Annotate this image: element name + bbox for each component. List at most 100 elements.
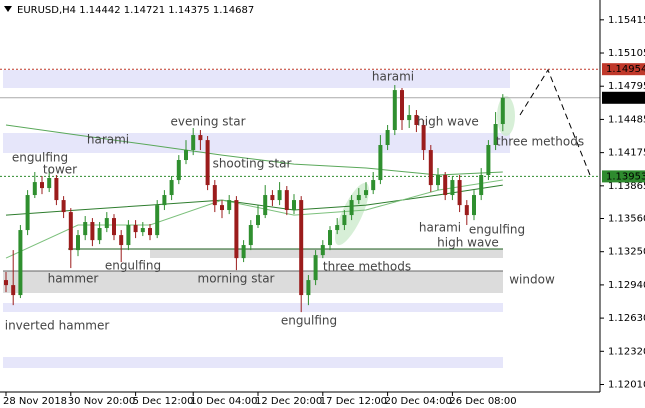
x-tick-label: 12 Dec 20:00 (255, 396, 322, 407)
candle-body (479, 175, 484, 196)
candle-body (32, 182, 37, 196)
pattern-label: evening star (170, 115, 245, 129)
y-tick-label: 1.13865 (608, 181, 645, 192)
price-box-label: 1.14687 (606, 93, 645, 104)
zone (3, 70, 510, 88)
candle-body (184, 150, 188, 161)
pattern-label: engulfing (281, 314, 337, 328)
candle-body (428, 150, 433, 186)
pattern-label: tower (43, 163, 77, 177)
x-tick-label: 30 Nov 20:00 (68, 396, 135, 407)
symbol: EURUSD,H4 (17, 5, 76, 16)
collapse-icon (4, 6, 12, 12)
price-box (602, 63, 645, 76)
candle-body (155, 205, 160, 236)
pattern-label: three methods (323, 260, 411, 274)
pattern-label: hammer (48, 272, 99, 286)
pattern-label: harami (87, 133, 129, 147)
candle-body (47, 178, 52, 189)
pattern-label: inverted hammer (5, 319, 110, 333)
y-tick-label: 1.15415 (608, 15, 645, 26)
candle-body (299, 200, 304, 296)
y-tick-label: 1.15105 (608, 48, 645, 59)
candle-body (263, 195, 268, 216)
candle-body (90, 222, 95, 241)
candle-body (140, 228, 145, 233)
pattern-label: high wave (437, 236, 499, 250)
candle-body (277, 190, 282, 201)
candle-body (169, 180, 174, 196)
x-tick-label: 20 Dec 04:00 (385, 396, 452, 407)
candle-body (349, 200, 354, 216)
candle-body (385, 130, 390, 146)
header-close: 1.14687 (213, 5, 254, 16)
candle-body (486, 145, 491, 176)
y-tick-label: 1.13250 (608, 247, 645, 258)
candle-body (414, 115, 419, 125)
zone (3, 357, 503, 368)
candle-body (198, 135, 203, 141)
pattern-label: high wave (417, 115, 479, 129)
candle-body (112, 218, 116, 236)
candle-body (205, 140, 210, 186)
candle-body (61, 200, 66, 213)
candle-body (436, 175, 440, 186)
highlight (497, 96, 515, 136)
y-tick-label: 1.14795 (608, 81, 645, 92)
zone (150, 249, 503, 258)
price-box-label: 1.14954 (606, 64, 645, 75)
candle-body (220, 205, 224, 211)
candle-body (450, 180, 455, 196)
candle-body (40, 182, 44, 189)
candle-body (18, 230, 23, 296)
y-tick-label: 1.12630 (608, 313, 645, 324)
x-tick-label: 28 Nov 2018 (3, 396, 67, 407)
candle-body (371, 180, 376, 191)
candle-body (119, 235, 124, 246)
candle-body (76, 235, 80, 251)
candle-body (378, 145, 383, 181)
pattern-label: harami (372, 70, 414, 84)
header: EURUSD,H4 1.14442 1.14721 1.14375 1.1468… (17, 5, 254, 16)
candle-body (270, 195, 275, 201)
projection (519, 68, 591, 176)
candle-body (162, 195, 167, 206)
candle-body (4, 280, 8, 286)
pattern-label: engulfing (469, 223, 525, 237)
y-tick-label: 1.12010 (608, 380, 645, 391)
candle-body (306, 280, 311, 296)
candle-body (241, 245, 246, 259)
pattern-label: harami (419, 221, 461, 235)
candle-body (472, 195, 476, 216)
candle-body (342, 215, 347, 226)
pattern-label: window (509, 273, 555, 287)
candle-body (320, 245, 325, 256)
pattern-label: three methods (496, 135, 584, 149)
candle-body (212, 185, 217, 206)
zone (3, 133, 510, 153)
y-tick-label: 1.13560 (608, 213, 645, 224)
candle-body (443, 175, 448, 196)
candle-body (83, 222, 88, 236)
candle-body (104, 218, 109, 229)
candle-body (493, 124, 498, 146)
candle-body (176, 160, 181, 181)
candle-body (356, 195, 361, 201)
pattern-label: shooting star (213, 157, 292, 171)
y-tick-label: 1.12940 (608, 280, 645, 291)
candle-body (500, 97, 505, 125)
x-tick-label: 17 Dec 12:00 (320, 396, 387, 407)
candle-body (25, 195, 30, 231)
x-tick-label: 26 Dec 08:00 (449, 396, 516, 407)
candle-body (392, 90, 397, 131)
price-box (602, 91, 645, 104)
zones (3, 70, 515, 368)
candle-body (227, 200, 232, 211)
price-box-label: 1.13953 (606, 171, 645, 182)
header-low: 1.14375 (168, 5, 209, 16)
candle-body (407, 115, 412, 121)
zone (3, 271, 503, 293)
candle-body (364, 190, 368, 196)
